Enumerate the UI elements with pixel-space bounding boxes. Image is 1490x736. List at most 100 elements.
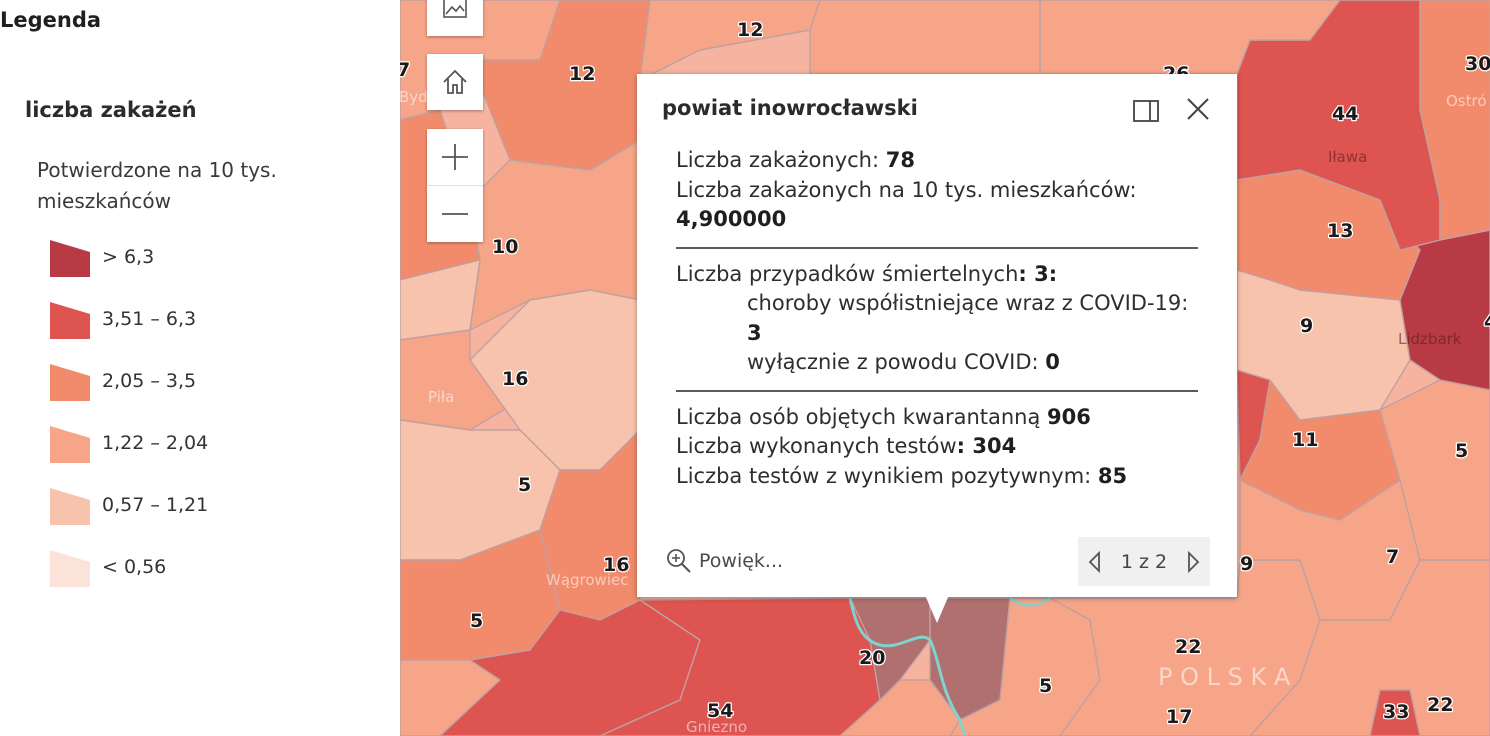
case-count-label: 33 [1383,701,1409,723]
comorbid-label: choroby współistniejące wraz z COVID-19: [747,291,1189,315]
basemap-gallery-button[interactable] [427,0,483,36]
legend-title: Legenda [0,8,102,32]
legend-swatch [50,240,90,277]
place-label: Piła [428,388,454,406]
legend-class-label: 2,05 – 3,5 [102,370,197,392]
case-count-label: 7 [1386,546,1399,568]
legend-class-label: < 0,56 [102,556,167,578]
legend-swatch [50,426,90,463]
home-button[interactable] [427,54,483,110]
tests-value: : 304 [956,434,1017,458]
case-count-label: 9 [1240,553,1253,575]
legend-class-label: 3,51 – 6,3 [102,308,197,330]
basemap-gallery-control[interactable] [427,0,483,36]
cases-per10k-row: Liczba zakażonych na 10 tys. mieszkańców… [676,176,1198,206]
dock-panel-icon [1133,100,1159,122]
legend-class-5: 0,57 – 1,21 [50,488,350,526]
place-label: Iława [1328,148,1367,166]
case-count-label: 16 [502,368,528,390]
quarantine-label: Liczba osób objętych kwarantanną [676,404,1048,429]
tests-row: Liczba wykonanych testów: 304 [676,432,1198,462]
case-count-label: 4 [1484,311,1490,333]
legend-class-label: > 6,3 [102,246,155,268]
river-line [848,597,967,736]
place-label: P O L S K A [1158,663,1291,691]
covid-only-row: wyłącznie z powodu COVID: 0 [676,348,1198,378]
region [809,0,1041,75]
plus-icon [442,144,468,170]
positive-label: Liczba testów z wynikiem pozytywnym: [676,463,1098,488]
divider [676,389,1198,392]
legend-class-label: 1,22 – 2,04 [102,432,209,454]
case-count-label: 12 [569,63,595,85]
cases-per10k-label: Liczba zakażonych na 10 tys. mieszkańców… [676,177,1137,202]
cases-row: Liczba zakażonych: 78 [676,146,1198,176]
case-count-label: 30 [1465,53,1490,75]
quarantine-value: 906 [1047,404,1091,429]
zoom-out-button[interactable] [427,185,483,242]
case-count-label: 16 [603,554,629,576]
deaths-value: : 3: [1018,261,1058,286]
home-icon [443,69,467,94]
case-count-label: 5 [1039,675,1052,697]
quarantine-row: Liczba osób objętych kwarantanną 906 [676,403,1198,433]
case-count-label: 13 [1327,220,1353,242]
popup-title: powiat inowrocławski [662,96,918,120]
home-control[interactable] [427,54,483,110]
deaths-label: Liczba przypadków śmiertelnych [676,261,1019,286]
case-count-label: 54 [707,700,733,722]
next-feature-button[interactable] [1184,550,1202,574]
legend-class-6: < 0,56 [50,550,350,588]
case-count-label: 22 [1175,636,1201,658]
positive-row: Liczba testów z wynikiem pozytywnym: 85 [676,462,1198,492]
legend-swatch [50,550,90,587]
case-count-label: 44 [1332,103,1358,125]
cases-per10k-value-row: 4,900000 [676,205,1198,235]
feature-popup: powiat inowrocławski Liczba zakażonych: … [637,74,1237,623]
minus-icon [442,213,468,215]
region [1249,559,1490,736]
place-label: Lidzbark [1398,330,1462,348]
zoom-to-button[interactable]: Powięk... [665,546,783,576]
zoom-to-label: Powięk... [699,550,784,572]
case-count-label: 20 [859,647,885,669]
legend-class-3: 2,05 – 3,5 [50,364,350,402]
close-icon [1187,98,1209,120]
deaths-row: Liczba przypadków śmiertelnych: 3: [676,260,1198,290]
close-button[interactable] [1183,94,1213,124]
dock-button[interactable] [1131,96,1161,126]
cases-label: Liczba zakażonych: [676,148,886,172]
region [1419,0,1490,241]
previous-feature-button[interactable] [1086,550,1104,574]
case-count-label: 22 [1427,694,1453,716]
legend-field-label: Potwierdzone na 10 tys. mieszkańców [37,158,277,213]
legend-swatch [50,488,90,525]
region [639,0,821,81]
place-label: Wągrowiec [546,571,628,589]
legend-swatch [50,302,90,339]
case-count-label: 5 [1455,440,1468,462]
legend-swatch [50,364,90,401]
legend-class-2: 3,51 – 6,3 [50,302,350,340]
case-count-label: 5 [518,474,531,496]
cases-value: 78 [885,148,915,172]
legend-class-1: > 6,3 [50,240,350,278]
comorbid-row: choroby współistniejące wraz z COVID-19:… [676,289,1198,348]
feature-pager: 1 z 2 [1078,537,1210,586]
place-label: Gniezno [686,718,747,736]
covid-only-value: 0 [1045,350,1060,374]
case-count-label: 9 [1300,315,1313,337]
positive-value: 85 [1097,463,1128,488]
legend-panel: Legenda liczba zakażeń Potwierdzone na 1… [0,0,400,736]
cases-per10k-value: 4,900000 [676,207,787,231]
page-indicator: 1 z 2 [1120,550,1168,573]
choropleth-map[interactable]: Piła Iława Lidzbark Ostró Wągrowiec Gnie… [400,0,1490,736]
zoom-control[interactable] [427,129,483,242]
region [1369,689,1421,736]
chevron-left-icon [1088,550,1100,573]
legend-layer-title: liczba zakażeń [25,98,197,122]
case-count-label: 17 [1166,706,1192,728]
popup-content: Liczba zakażonych: 78 Liczba zakażonych … [676,146,1198,491]
chevron-right-icon [1188,550,1200,573]
zoom-in-button[interactable] [427,129,483,185]
